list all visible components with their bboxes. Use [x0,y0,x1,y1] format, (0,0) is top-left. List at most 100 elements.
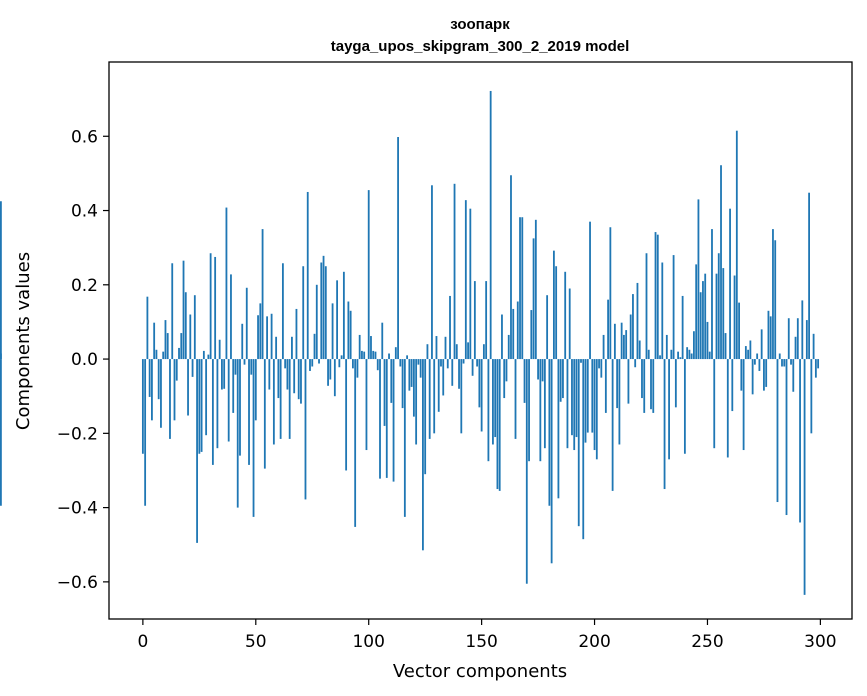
bar [652,359,655,413]
bar [753,359,756,365]
bar [324,266,327,360]
bar [790,359,792,365]
bar [460,359,463,434]
bar [582,359,585,540]
bar [205,359,208,436]
bar [449,295,451,360]
bar [272,359,275,445]
bar [742,359,745,451]
bar [751,359,754,395]
bar [162,351,165,360]
bar [259,303,262,360]
bar [394,347,397,360]
bar [595,359,598,460]
bar [248,359,250,465]
y-tick-label: −0.4 [57,499,98,519]
bar [492,359,494,445]
bar [620,322,623,360]
bar [302,266,305,360]
x-tick-label: 300 [804,632,836,652]
bar [566,359,569,449]
bar [331,303,334,360]
bar [419,359,422,378]
bar [424,359,427,475]
bar [281,263,284,360]
bar [408,359,411,391]
bar [810,359,813,434]
bar [702,281,704,360]
bar [358,334,361,360]
bar [557,359,560,499]
bar [446,359,449,369]
bar [695,264,698,360]
bar [401,359,404,409]
bar [473,281,476,360]
bar [431,185,433,360]
bar [243,359,246,365]
bar [295,308,298,360]
bar [322,255,325,360]
bar [347,301,350,360]
bar [0,201,2,360]
bar [153,322,156,360]
bar [699,292,702,360]
bar [683,359,686,454]
bar [428,359,431,439]
bar [808,192,810,360]
bar [392,359,395,482]
bar [679,357,682,360]
y-tick-label: −0.2 [57,424,98,444]
bar [300,359,302,404]
bar [182,260,185,360]
bar [345,359,348,471]
bar-series [0,90,820,595]
bar [706,321,709,360]
bar [774,240,777,360]
bar [792,359,795,392]
bar [383,359,386,426]
bar [548,359,551,506]
bar [223,359,226,389]
bar [318,359,320,364]
bar [313,333,316,360]
bar [370,336,372,360]
bar [435,336,438,360]
bar [329,359,332,380]
bar [340,355,343,360]
bar [333,359,336,397]
bar [225,207,228,360]
bar [207,354,210,360]
bar [697,199,700,360]
bar [616,359,619,409]
bar [399,359,402,367]
y-tick-label: 0.0 [71,350,98,370]
bar [476,359,479,367]
bar [600,359,603,378]
bar [708,351,711,360]
bar [327,359,329,386]
bar [794,336,797,360]
bar [672,255,675,360]
bar [783,359,786,367]
bar [528,359,530,462]
bar [724,333,727,360]
bar [645,253,648,360]
x-tick-label: 250 [691,632,723,652]
bar [665,334,668,360]
bar [623,334,625,360]
bar [787,318,790,360]
y-axis-label: Components values [13,252,34,430]
bar [184,292,187,360]
bar [311,359,314,367]
bar [550,359,553,564]
bar [711,229,713,360]
bar [444,336,447,360]
bar [198,359,201,454]
bar [221,359,223,390]
bar [501,314,503,360]
bar [157,359,160,400]
bar [607,299,609,360]
bar [677,351,680,360]
bar [573,359,576,451]
bar [796,318,799,360]
